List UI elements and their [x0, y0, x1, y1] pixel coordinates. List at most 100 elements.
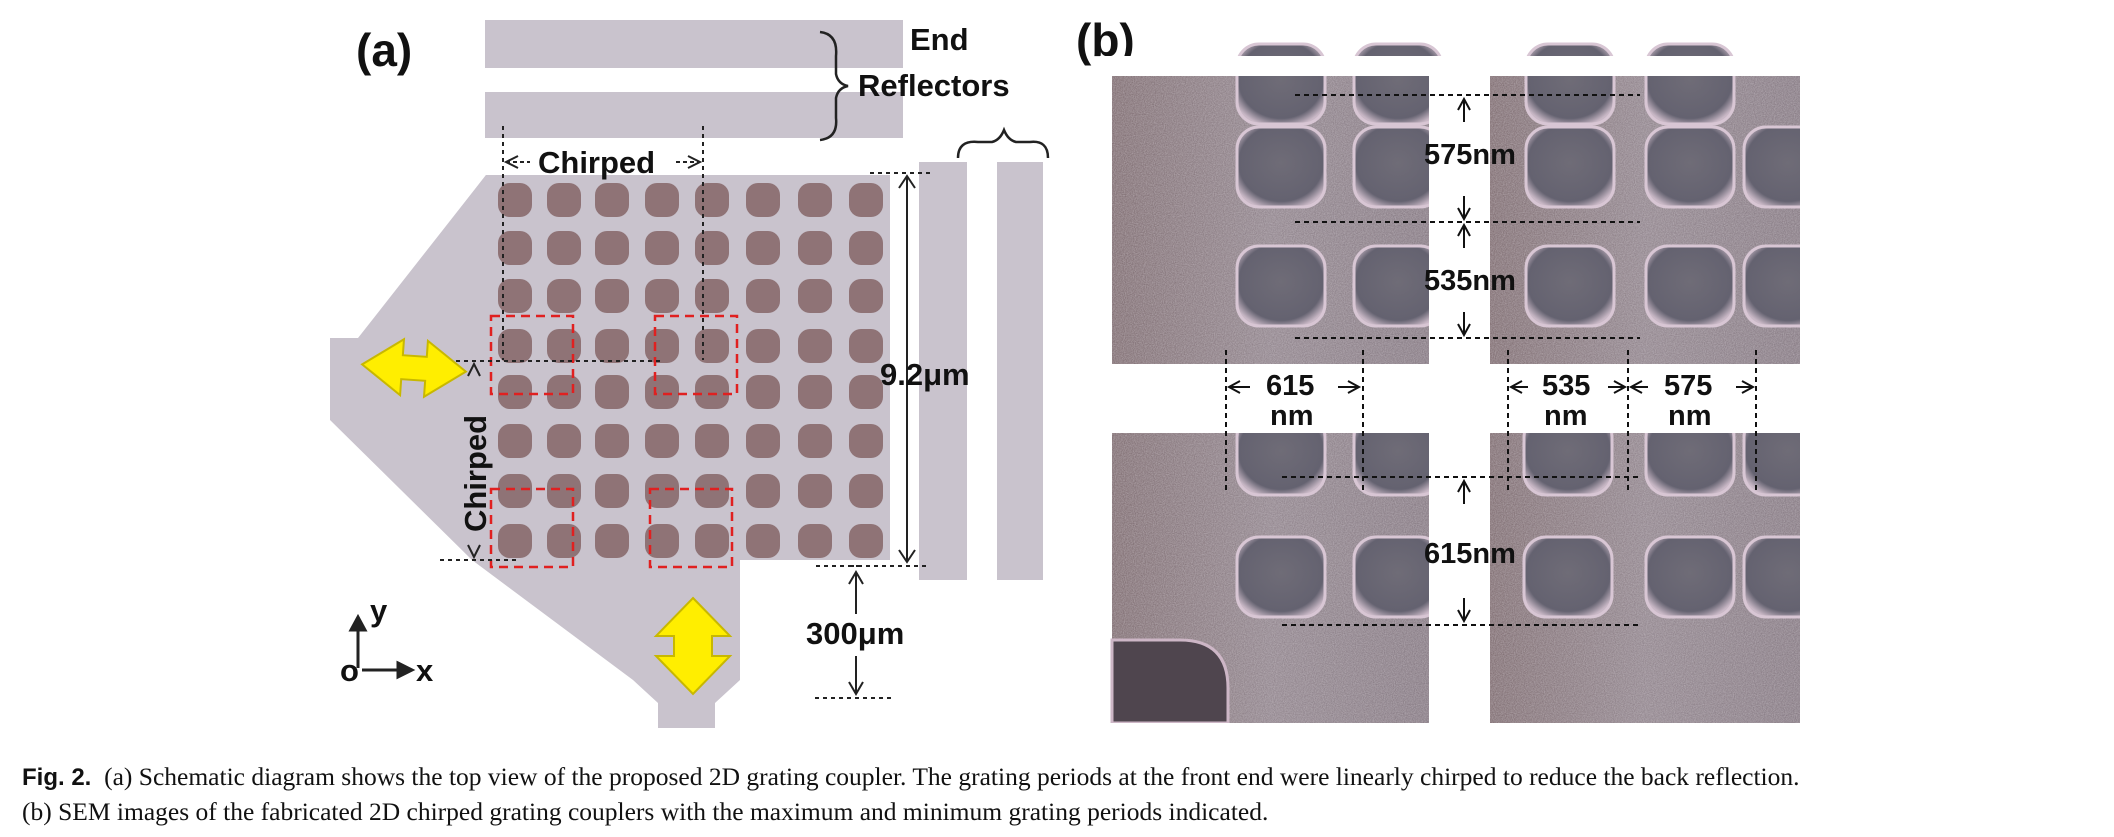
taper-dimension [815, 565, 895, 699]
height-dimension [850, 172, 930, 567]
sem-gap [1100, 364, 1820, 433]
grating-hole [595, 183, 629, 217]
grating-hole [798, 524, 832, 558]
bidirectional-arrow-y-icon [653, 596, 733, 696]
sem-label-615-horizontal-unit: nm [1270, 400, 1314, 432]
sem-hole [1522, 535, 1614, 619]
grating-hole [498, 279, 532, 313]
grating-hole [849, 279, 883, 313]
taper-dimension-label: 300μm [806, 616, 904, 651]
height-dimension-label: 9.2μm [880, 357, 970, 392]
grating-hole [498, 424, 532, 458]
chirped-region-1 [489, 314, 575, 396]
sem-label-575-horizontal-unit: nm [1668, 400, 1712, 432]
grating-hole [595, 329, 629, 363]
grating-hole [849, 524, 883, 558]
sem-gap [1800, 60, 1860, 740]
grating-hole [595, 375, 629, 409]
grating-hole [798, 474, 832, 508]
grating-hole [498, 183, 532, 217]
grating-hole [498, 474, 532, 508]
grating-hole [595, 524, 629, 558]
sem-hole [1644, 125, 1736, 209]
grating-hole [849, 329, 883, 363]
end-reflectors-label-line2: Reflectors [858, 68, 1010, 103]
grating-hole [746, 424, 780, 458]
grating-hole [547, 524, 581, 558]
grating-hole [595, 231, 629, 265]
panel-a-schematic: (a) End Reflectors [330, 20, 1050, 728]
sem-label-535-vertical: 535nm [1424, 265, 1516, 297]
sem-vertical-arrows [1457, 96, 1471, 624]
grating-hole [695, 329, 729, 363]
grating-hole [746, 279, 780, 313]
chirped-region-4 [648, 487, 734, 569]
grating-hole [695, 474, 729, 508]
grating-hole [645, 375, 679, 409]
grating-hole [595, 474, 629, 508]
sem-hole [1235, 125, 1327, 209]
grating-hole [547, 183, 581, 217]
grating-hole [798, 424, 832, 458]
grating-hole [746, 183, 780, 217]
end-reflector-bar-side-1 [919, 162, 967, 580]
grating-hole [695, 279, 729, 313]
grating-hole [645, 524, 679, 558]
grating-hole [849, 474, 883, 508]
sem-gap [1100, 723, 1820, 740]
grating-hole [798, 183, 832, 217]
grating-hole [645, 474, 679, 508]
axis-origin-label: o [340, 653, 359, 688]
chirped-left-dimension [440, 360, 660, 561]
sem-label-575-vertical: 575nm [1424, 139, 1516, 171]
grating-hole [746, 329, 780, 363]
coordinate-axes-icon [348, 613, 416, 680]
grating-hole [746, 474, 780, 508]
grating-hole [695, 424, 729, 458]
sem-dark-corner [1110, 638, 1230, 725]
caption-text-a: (a) Schematic diagram shows the top view… [104, 762, 1800, 791]
figure-caption: Fig. 2. (a) Schematic diagram shows the … [22, 760, 2102, 829]
sem-hole [1235, 244, 1327, 328]
chirped-regions [489, 314, 739, 569]
grating-hole [498, 231, 532, 265]
grating-hole [798, 375, 832, 409]
grating-hole [498, 375, 532, 409]
sem-hole [1644, 244, 1736, 328]
caption-line-2: (b) SEM images of the fabricated 2D chir… [22, 795, 2102, 829]
chirped-region-2 [653, 314, 739, 396]
axis-x-label: x [416, 653, 434, 688]
grating-hole [798, 231, 832, 265]
grating-hole [595, 279, 629, 313]
grating-hole [645, 183, 679, 217]
grating-hole [645, 279, 679, 313]
grating-hole [746, 231, 780, 265]
grating-hole [798, 279, 832, 313]
chirped-top-dimension [502, 126, 704, 360]
grating-hole [798, 329, 832, 363]
grating-hole [746, 524, 780, 558]
bidirectional-arrow-x-icon [360, 337, 468, 399]
sem-label-535-horizontal-value: 535 [1542, 370, 1590, 402]
grating-hole [498, 524, 532, 558]
grating-hole [645, 231, 679, 265]
end-reflector-bar-top-2 [485, 92, 903, 138]
sem-horizontal-arrows [1226, 380, 1756, 394]
sem-hole [1524, 244, 1616, 328]
end-reflector-brace [819, 30, 849, 142]
side-reflector-brace [956, 126, 1050, 159]
end-reflectors-label-line1: End [910, 22, 969, 57]
sem-hole [1235, 535, 1327, 619]
sem-label-615-vertical: 615nm [1424, 538, 1516, 570]
sem-label-575-horizontal-value: 575 [1664, 370, 1712, 402]
chirped-region-3 [489, 487, 575, 569]
sem-label-615-horizontal-value: 615 [1266, 370, 1314, 402]
grating-hole [547, 329, 581, 363]
end-reflector-bar-side-2 [997, 162, 1043, 580]
grating-hole [695, 183, 729, 217]
grating-hole-array [498, 183, 883, 558]
grating-hole [849, 375, 883, 409]
grating-hole [547, 231, 581, 265]
sem-gap [1100, 56, 1820, 76]
end-reflector-bar-top-1 [485, 20, 903, 68]
